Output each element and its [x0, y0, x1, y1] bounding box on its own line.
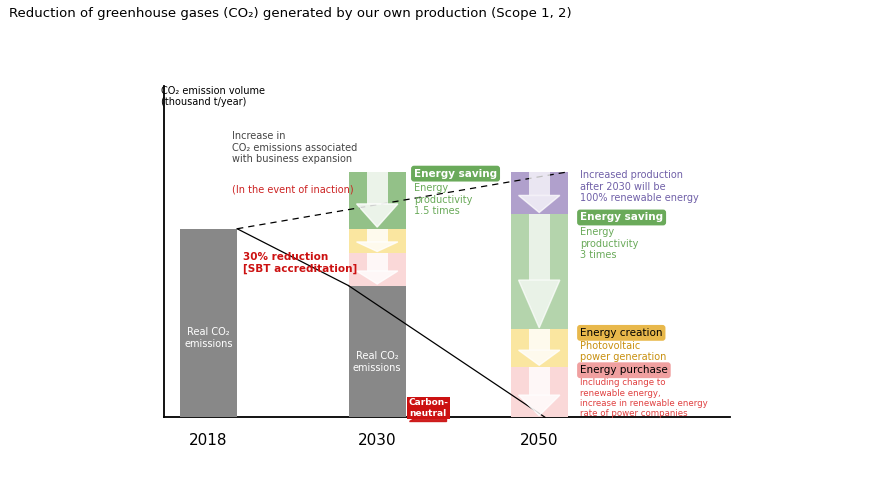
- Bar: [529, 367, 550, 395]
- Text: Reduction of greenhouse gases (CO₂) generated by our own production (Scope 1, 2): Reduction of greenhouse gases (CO₂) gene…: [9, 7, 571, 20]
- Text: Energy
productivity
1.5 times: Energy productivity 1.5 times: [414, 183, 472, 217]
- Bar: [367, 229, 388, 242]
- Polygon shape: [518, 280, 560, 328]
- Bar: [510, 214, 568, 330]
- Bar: [348, 172, 406, 229]
- Bar: [348, 253, 406, 286]
- Bar: [348, 286, 406, 417]
- Bar: [367, 172, 388, 204]
- Text: Carbon-
neutral: Carbon- neutral: [408, 398, 449, 418]
- Text: Energy saving: Energy saving: [580, 213, 663, 223]
- Text: Photovoltaic
power generation: Photovoltaic power generation: [580, 341, 666, 363]
- Text: Increased production
after 2030 will be
100% renewable energy: Increased production after 2030 will be …: [580, 170, 699, 204]
- Text: Energy saving: Energy saving: [414, 169, 497, 179]
- Bar: [529, 330, 550, 350]
- Polygon shape: [356, 271, 398, 284]
- Bar: [510, 330, 568, 367]
- Polygon shape: [518, 195, 560, 213]
- Polygon shape: [356, 204, 398, 227]
- Bar: [510, 367, 568, 417]
- Text: 2018: 2018: [189, 433, 227, 448]
- Text: 2050: 2050: [520, 433, 558, 448]
- Text: 2030: 2030: [358, 433, 396, 448]
- Text: CO₂ emission volume
(thousand t/year): CO₂ emission volume (thousand t/year): [161, 86, 265, 108]
- Text: Energy creation: Energy creation: [580, 328, 663, 338]
- Text: (In the event of inaction): (In the event of inaction): [232, 185, 354, 195]
- Text: Increase in
CO₂ emissions associated
with business expansion: Increase in CO₂ emissions associated wit…: [232, 131, 357, 164]
- Polygon shape: [409, 399, 446, 421]
- Polygon shape: [518, 350, 560, 365]
- Polygon shape: [518, 395, 560, 416]
- Text: Including change to
renewable energy,
increase in renewable energy
rate of power: Including change to renewable energy, in…: [580, 378, 708, 418]
- Bar: [367, 253, 388, 271]
- Text: 30% reduction
[SBT accreditation]: 30% reduction [SBT accreditation]: [242, 252, 357, 274]
- Bar: [529, 214, 550, 280]
- Text: Real CO₂
emissions: Real CO₂ emissions: [353, 351, 402, 373]
- Text: Energy
productivity
3 times: Energy productivity 3 times: [580, 227, 638, 260]
- Polygon shape: [356, 242, 398, 251]
- Bar: [529, 172, 550, 195]
- Bar: [179, 229, 237, 417]
- Text: Real CO₂
emissions: Real CO₂ emissions: [184, 327, 233, 349]
- Bar: [348, 229, 406, 253]
- Text: Energy purchase: Energy purchase: [580, 365, 668, 375]
- Bar: [510, 172, 568, 214]
